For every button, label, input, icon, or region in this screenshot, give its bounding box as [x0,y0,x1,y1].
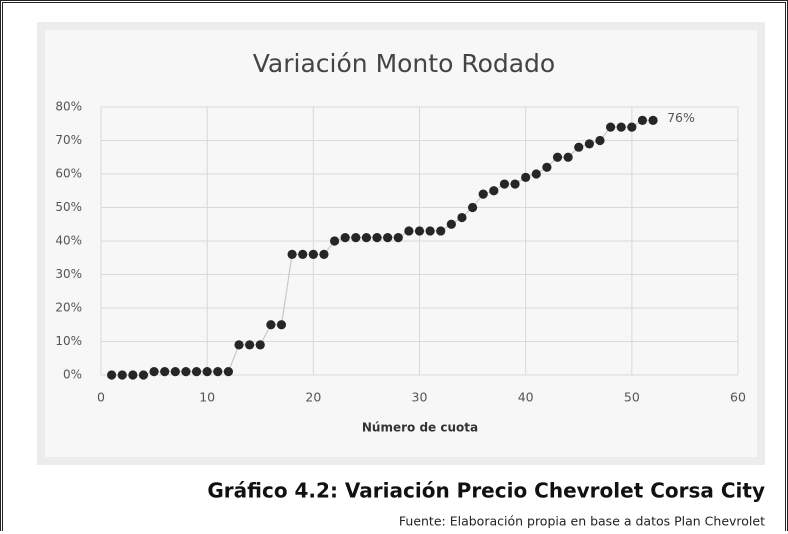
y-tick-label: 70% [55,133,82,147]
y-tick-label: 50% [55,200,82,214]
data-point [467,202,478,213]
data-point [595,135,605,146]
data-point [446,219,456,229]
data-point [425,226,435,236]
data-point [531,169,541,179]
y-tick-label: 10% [55,334,82,348]
data-point [138,370,149,380]
data-point [266,320,276,330]
data-point [563,152,573,162]
x-tick-label: 40 [518,390,534,405]
data-point [319,249,329,259]
source: Fuente: Elaboración propia en base a dat… [399,514,765,529]
y-tick-label: 0% [63,368,82,382]
data-point [170,367,180,377]
data-point [414,226,425,236]
data-point [202,367,212,377]
data-point [160,367,170,377]
caption: Gráfico 4.2: Variación Precio Chevrolet … [207,479,765,503]
data-point [542,162,552,172]
data-point [616,122,626,132]
data-point [361,233,372,243]
data-point [383,233,393,243]
data-point [181,367,191,377]
x-tick-label: 0 [97,390,105,405]
data-point [648,115,658,125]
data-point [584,139,594,149]
data-point [213,367,223,377]
x-tick-label: 20 [305,390,321,405]
x-axis-label: Número de cuota [362,421,478,435]
chart-inner [45,30,757,457]
data-point [255,340,265,350]
data-point [521,172,531,182]
data-point [329,236,340,246]
data-point [223,367,233,377]
data-point [552,152,563,162]
data-point [574,142,584,152]
data-point [234,340,244,350]
data-point [404,226,414,236]
data-point [308,249,318,259]
data-point [393,233,403,243]
data-point [606,122,616,132]
chart-title: Variación Monto Rodado [253,49,555,78]
data-point [287,249,297,259]
data-point [489,186,499,196]
data-point [298,249,308,259]
data-point [372,233,382,243]
data-point [478,189,488,199]
data-point [627,122,637,132]
data-point [276,320,287,330]
data-point [499,179,510,189]
data-point [107,370,117,380]
data-point [149,367,159,377]
data-point [637,115,648,125]
data-point [340,233,350,243]
data-point [245,340,255,350]
y-tick-label: 30% [55,267,82,281]
data-point [351,233,361,243]
data-point [510,179,520,189]
data-point [191,367,202,377]
y-tick-label: 20% [55,301,82,315]
x-tick-label: 50 [624,390,640,405]
data-point [457,212,467,223]
data-label: 76% [667,110,695,125]
x-tick-label: 10 [199,390,215,405]
x-tick-label: 60 [730,390,746,405]
x-tick-label: 30 [412,390,428,405]
y-tick-label: 80% [55,100,82,114]
data-point [436,226,446,236]
connector-line [111,119,654,376]
y-tick-label: 60% [55,167,82,181]
data-point [117,370,127,380]
data-point [128,370,138,380]
y-tick-label: 40% [55,234,82,248]
